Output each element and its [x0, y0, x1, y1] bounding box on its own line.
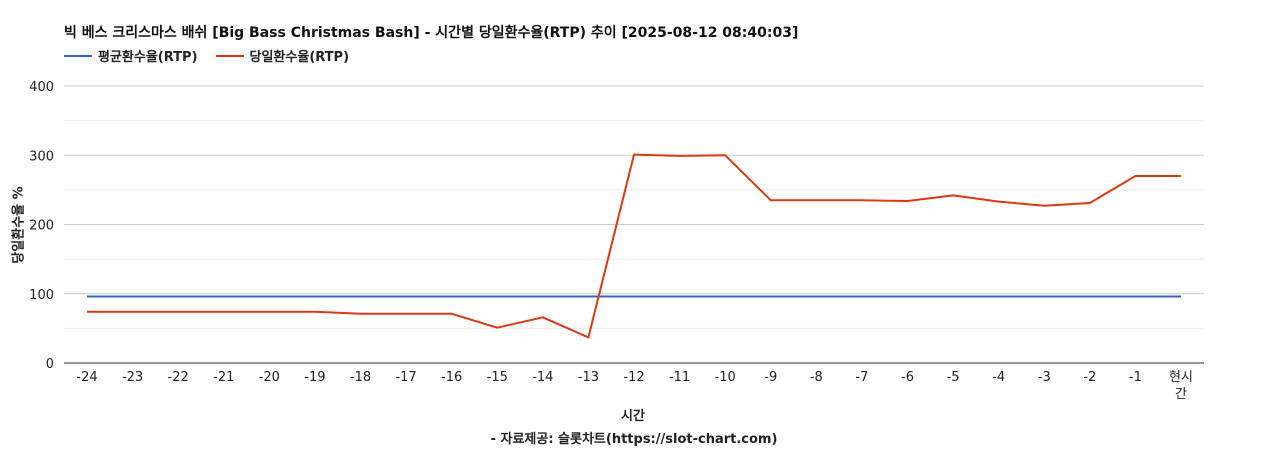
data-point[interactable]	[539, 293, 547, 301]
x-tick-label: -17	[395, 370, 416, 385]
y-tick-label: 200	[29, 219, 54, 234]
data-point[interactable]	[995, 198, 1003, 206]
legend-item-daily-rtp[interactable]: 당일환수율(RTP)	[215, 46, 350, 65]
data-point[interactable]	[402, 310, 410, 318]
data-point[interactable]	[1131, 172, 1139, 180]
data-point[interactable]	[676, 152, 684, 160]
data-point[interactable]	[1131, 293, 1139, 301]
x-tick-label: 현시 간	[1169, 370, 1193, 402]
y-tick-label: 300	[29, 149, 54, 164]
data-point[interactable]	[493, 293, 501, 301]
data-point[interactable]	[265, 293, 273, 301]
data-point[interactable]	[83, 308, 91, 316]
data-point[interactable]	[904, 197, 912, 205]
y-tick-label: 0	[46, 357, 54, 372]
x-tick-label: -3	[1038, 370, 1051, 385]
data-point[interactable]	[949, 191, 957, 199]
x-tick-label: -13	[578, 370, 599, 385]
data-point[interactable]	[1086, 199, 1094, 207]
data-point[interactable]	[1086, 293, 1094, 301]
data-point[interactable]	[995, 293, 1003, 301]
data-point[interactable]	[129, 293, 137, 301]
x-tick-label: -8	[810, 370, 823, 385]
data-point[interactable]	[1177, 293, 1185, 301]
x-tick-label: -9	[764, 370, 777, 385]
data-point[interactable]	[311, 308, 319, 316]
y-tick-label: 400	[29, 80, 54, 95]
data-point[interactable]	[812, 293, 820, 301]
x-tick-label: -12	[623, 370, 644, 385]
data-point[interactable]	[493, 324, 501, 332]
x-tick-label: -2	[1083, 370, 1096, 385]
data-point[interactable]	[584, 293, 592, 301]
data-point[interactable]	[767, 196, 775, 204]
y-axis: 0 100 200 300 400	[29, 80, 54, 372]
data-point[interactable]	[949, 293, 957, 301]
x-tick-label: -22	[168, 370, 189, 385]
data-point[interactable]	[858, 196, 866, 204]
x-tick-label: -7	[855, 370, 868, 385]
x-tick-label: -19	[304, 370, 325, 385]
data-point[interactable]	[539, 313, 547, 321]
data-point[interactable]	[265, 308, 273, 316]
legend-label-avg-rtp: 평균환수율(RTP)	[98, 50, 198, 65]
data-point[interactable]	[1177, 172, 1185, 180]
source-note: - 자료제공: 슬롯차트(https://slot-chart.com)	[490, 432, 778, 447]
line-chart: 0 100 200 300 400 -24 -23 -22 -21 -20 -19 -18 -17 -1…	[11, 80, 1204, 424]
legend: 평균환수율(RTP) 당일환수율(RTP)	[64, 46, 349, 65]
series	[83, 151, 1185, 341]
data-point[interactable]	[174, 308, 182, 316]
data-point[interactable]	[630, 293, 638, 301]
data-point[interactable]	[357, 293, 365, 301]
data-point[interactable]	[630, 151, 638, 159]
data-point[interactable]	[721, 293, 729, 301]
data-point[interactable]	[676, 293, 684, 301]
x-tick-label: -21	[213, 370, 234, 385]
x-tick-label: -24	[76, 370, 97, 385]
data-point[interactable]	[448, 293, 456, 301]
x-tick-label: -6	[901, 370, 914, 385]
grid	[64, 85, 1204, 364]
data-point[interactable]	[767, 293, 775, 301]
data-point[interactable]	[721, 151, 729, 159]
chart-title: 빅 베스 크리스마스 배쉬 [Big Bass Christmas Bash] …	[64, 25, 799, 41]
x-tick-label: -1	[1129, 370, 1142, 385]
data-point[interactable]	[357, 310, 365, 318]
x-tick-label: -16	[441, 370, 462, 385]
x-axis: -24 -23 -22 -21 -20 -19 -18 -17 -16 -15 -14 -13 -12 -…	[76, 370, 1193, 402]
x-tick-label: -15	[487, 370, 508, 385]
data-point[interactable]	[402, 293, 410, 301]
x-tick-label: -20	[259, 370, 280, 385]
data-point[interactable]	[129, 308, 137, 316]
x-tick-label: -23	[122, 370, 143, 385]
data-point[interactable]	[584, 333, 592, 341]
x-tick-label: -11	[669, 370, 690, 385]
data-point[interactable]	[448, 310, 456, 318]
y-axis-title: 당일환수율 %	[11, 186, 27, 263]
x-tick-label: -18	[350, 370, 371, 385]
x-axis-title: 시간	[621, 408, 645, 424]
data-point[interactable]	[1040, 202, 1048, 210]
legend-label-daily-rtp: 당일환수율(RTP)	[249, 50, 350, 65]
data-point[interactable]	[83, 293, 91, 301]
x-tick-label: -4	[992, 370, 1005, 385]
data-point[interactable]	[174, 293, 182, 301]
data-point[interactable]	[1040, 293, 1048, 301]
series-line-1[interactable]	[87, 153, 1181, 339]
legend-item-avg-rtp[interactable]: 평균환수율(RTP)	[64, 46, 198, 65]
x-tick-label: -5	[947, 370, 960, 385]
data-point[interactable]	[220, 293, 228, 301]
data-point[interactable]	[220, 308, 228, 316]
y-tick-label: 100	[29, 288, 54, 303]
legend-swatch-daily-rtp	[215, 54, 244, 57]
data-point[interactable]	[812, 196, 820, 204]
x-tick-label: -10	[715, 370, 736, 385]
data-point[interactable]	[858, 293, 866, 301]
x-tick-label: -14	[532, 370, 553, 385]
legend-swatch-avg-rtp	[64, 54, 92, 57]
data-point[interactable]	[904, 293, 912, 301]
data-point[interactable]	[311, 293, 319, 301]
